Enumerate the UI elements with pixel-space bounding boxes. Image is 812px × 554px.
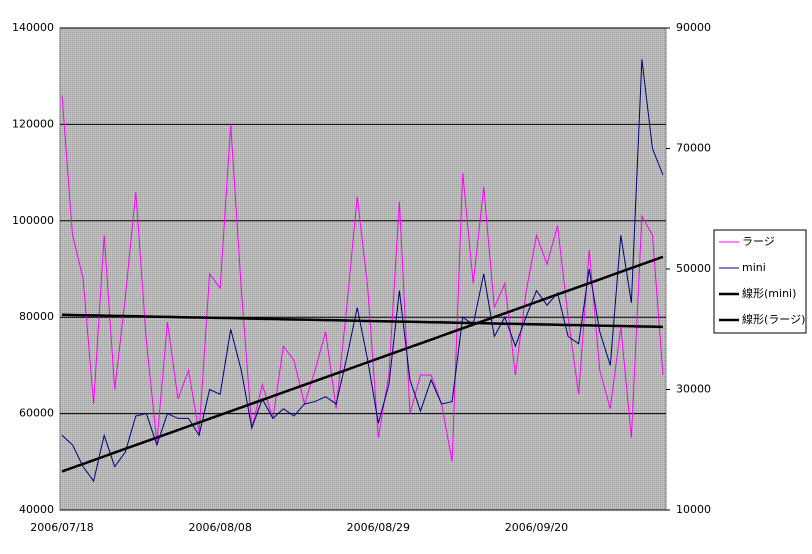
legend-label: mini [742,261,766,274]
y-tick-label: 120000 [12,117,54,130]
plot-area [59,27,667,511]
y-tick-label: 40000 [19,503,54,516]
series-line [61,59,664,483]
y2-tick-label: 50000 [676,262,711,275]
y2-tick-label: 30000 [676,383,711,396]
series-line [61,95,664,462]
series-line [61,313,664,329]
x-tick-label: 2006/07/18 [30,521,93,534]
series-line [61,255,664,473]
x-tick-label: 2006/08/29 [347,521,410,534]
legend-label: 線形(mini) [742,286,796,300]
y-tick-label: 80000 [19,310,54,323]
y-tick-label: 60000 [19,407,54,420]
y-tick-label: 100000 [12,214,54,227]
x-tick-label: 2006/09/20 [505,521,568,534]
legend-label: 線形(ラージ) [742,312,805,326]
legend-box [713,229,807,334]
y2-tick-label: 10000 [676,503,711,516]
legend-label: ラージ [742,235,775,248]
y2-tick-label: 90000 [676,21,711,34]
y-tick-label: 140000 [12,21,54,34]
y2-tick-label: 70000 [676,142,711,155]
x-tick-label: 2006/08/08 [188,521,251,534]
